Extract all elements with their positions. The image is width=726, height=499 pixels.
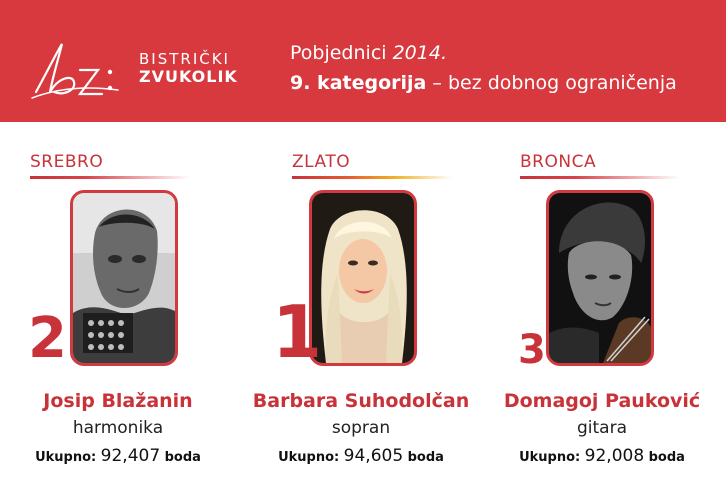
score-label: Ukupno: [519,450,581,465]
header-banner: BISTRIČKI ZVUKOLIK Pobjednici 2014. 9. k… [0,0,726,122]
winner-instrument-silver: harmonika [72,418,164,438]
medal-silver-label: SREBRO [30,152,104,172]
title-prefix: Pobjednici [290,42,393,64]
logo-wordmark: BISTRIČKI ZVUKOLIK [139,50,238,86]
score-label: Ukupno: [278,450,340,465]
category-label: 9. kategorija [290,72,427,94]
portrait-bronze-icon [549,193,651,363]
bz-logo-icon [31,43,119,99]
score-label: Ukupno: [35,450,97,465]
category-description: – bez dobnog ograničenja [426,72,677,94]
rank-number-bronze: 3 [518,327,546,373]
winner-photo-gold [309,190,417,366]
medal-bronze-label: BRONCA [520,152,597,172]
winner-instrument-gold: sopran [331,418,391,438]
score-value: 94,605 [343,446,404,466]
medal-bronze-underline [520,176,680,179]
winner-photo-silver [70,190,178,366]
score-unit: boda [648,450,685,465]
portrait-gold-icon [312,193,414,363]
medal-gold-label: ZLATO [292,152,351,172]
score-value: 92,008 [584,446,645,466]
winner-score-bronze: Ukupno: 92,008 boda [484,446,720,466]
score-unit: boda [407,450,444,465]
rank-number-gold: 1 [272,290,323,374]
winner-instrument-bronze: gitara [576,418,627,438]
logo-line1: BISTRIČKI [139,50,230,68]
page-title: Pobjednici 2014. 9. kategorija – bez dob… [290,38,677,98]
winner-name-gold: Barbara Suhodolčan [252,390,470,412]
score-unit: boda [164,450,201,465]
winner-name-silver: Josip Blažanin [43,390,193,412]
portrait-silver-icon [73,193,175,363]
winner-score-gold: Ukupno: 94,605 boda [238,446,484,466]
medal-gold-underline [292,176,452,179]
medal-silver-underline [30,176,190,179]
winner-name-bronze: Domagoj Pauković [503,390,701,412]
rank-number-silver: 2 [28,306,67,371]
winner-photo-bronze [546,190,654,366]
winner-score-silver: Ukupno: 92,407 boda [0,446,236,466]
title-year: 2014. [392,42,447,64]
logo-line2: ZVUKOLIK [139,67,238,86]
score-value: 92,407 [100,446,161,466]
